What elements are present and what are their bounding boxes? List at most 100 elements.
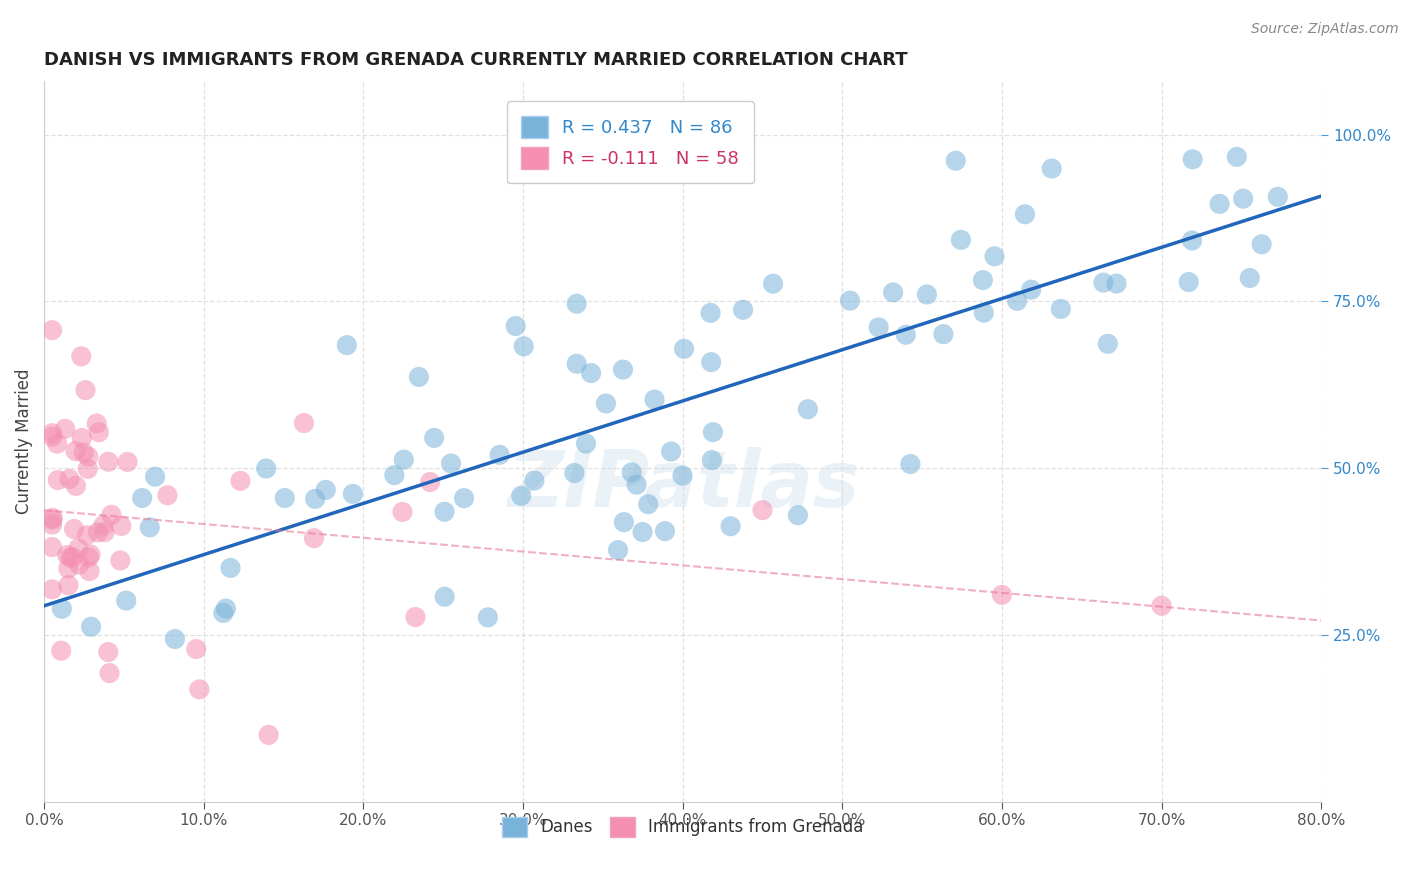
- Point: [423, 431, 446, 445]
- Point: [46, 473, 69, 487]
- Point: [53, 422, 76, 436]
- Point: [229, 474, 252, 488]
- Point: [565, 296, 588, 310]
- Point: [77, 550, 100, 565]
- Point: [58, 578, 80, 592]
- Point: [79, 564, 101, 578]
- Point: [595, 396, 617, 410]
- Point: [1005, 293, 1028, 308]
- Point: [163, 632, 186, 646]
- Legend: Danes, Immigrants from Grenada: Danes, Immigrants from Grenada: [495, 810, 870, 844]
- Point: [41, 513, 63, 527]
- Point: [41, 323, 63, 337]
- Point: [579, 366, 602, 380]
- Point: [607, 543, 630, 558]
- Point: [91, 518, 114, 533]
- Point: [76, 462, 98, 476]
- Point: [186, 642, 208, 657]
- Point: [76, 528, 98, 542]
- Point: [894, 327, 917, 342]
- Point: [97, 455, 120, 469]
- Point: [433, 590, 456, 604]
- Point: [302, 531, 325, 545]
- Point: [949, 233, 972, 247]
- Point: [342, 487, 364, 501]
- Point: [575, 436, 598, 450]
- Point: [75, 383, 97, 397]
- Point: [67, 541, 90, 556]
- Point: [87, 525, 110, 540]
- Point: [972, 273, 994, 287]
- Point: [702, 425, 724, 439]
- Point: [477, 610, 499, 624]
- Point: [70, 349, 93, 363]
- Point: [433, 505, 456, 519]
- Point: [626, 477, 648, 491]
- Point: [932, 327, 955, 342]
- Point: [80, 620, 103, 634]
- Point: [945, 153, 967, 168]
- Point: [110, 519, 132, 533]
- Point: [336, 338, 359, 352]
- Point: [731, 302, 754, 317]
- Point: [983, 249, 1005, 263]
- Point: [292, 416, 315, 430]
- Point: [274, 491, 297, 505]
- Point: [46, 436, 69, 450]
- Point: [565, 357, 588, 371]
- Point: [315, 483, 337, 497]
- Point: [613, 515, 636, 529]
- Point: [1097, 336, 1119, 351]
- Point: [882, 285, 904, 300]
- Point: [915, 287, 938, 301]
- Point: [41, 430, 63, 444]
- Point: [131, 491, 153, 505]
- Point: [41, 511, 63, 525]
- Point: [62, 550, 84, 565]
- Point: [1239, 271, 1261, 285]
- Point: [1105, 277, 1128, 291]
- Point: [1050, 301, 1073, 316]
- Point: [1232, 192, 1254, 206]
- Point: [408, 370, 430, 384]
- Y-axis label: Currently Married: Currently Married: [15, 368, 32, 514]
- Point: [56, 548, 79, 562]
- Point: [699, 306, 721, 320]
- Point: [97, 645, 120, 659]
- Point: [900, 457, 922, 471]
- Point: [254, 461, 277, 475]
- Point: [188, 682, 211, 697]
- Point: [868, 320, 890, 334]
- Point: [1181, 234, 1204, 248]
- Point: [156, 488, 179, 502]
- Point: [644, 392, 666, 407]
- Point: [839, 293, 862, 308]
- Point: [93, 525, 115, 540]
- Point: [65, 479, 87, 493]
- Point: [58, 561, 80, 575]
- Point: [65, 444, 87, 458]
- Point: [41, 582, 63, 597]
- Text: ZIPatlas: ZIPatlas: [506, 447, 859, 523]
- Point: [41, 426, 63, 441]
- Point: [77, 450, 100, 464]
- Point: [488, 448, 510, 462]
- Point: [1226, 150, 1249, 164]
- Point: [86, 417, 108, 431]
- Point: [1208, 197, 1230, 211]
- Point: [1250, 237, 1272, 252]
- Point: [991, 588, 1014, 602]
- Point: [41, 540, 63, 554]
- Point: [212, 606, 235, 620]
- Point: [117, 455, 139, 469]
- Point: [973, 306, 995, 320]
- Text: DANISH VS IMMIGRANTS FROM GRENADA CURRENTLY MARRIED CORRELATION CHART: DANISH VS IMMIGRANTS FROM GRENADA CURREN…: [44, 51, 908, 69]
- Point: [391, 505, 413, 519]
- Point: [51, 644, 73, 658]
- Point: [620, 466, 643, 480]
- Point: [797, 402, 820, 417]
- Point: [700, 453, 723, 467]
- Point: [143, 469, 166, 483]
- Point: [115, 593, 138, 607]
- Point: [100, 508, 122, 522]
